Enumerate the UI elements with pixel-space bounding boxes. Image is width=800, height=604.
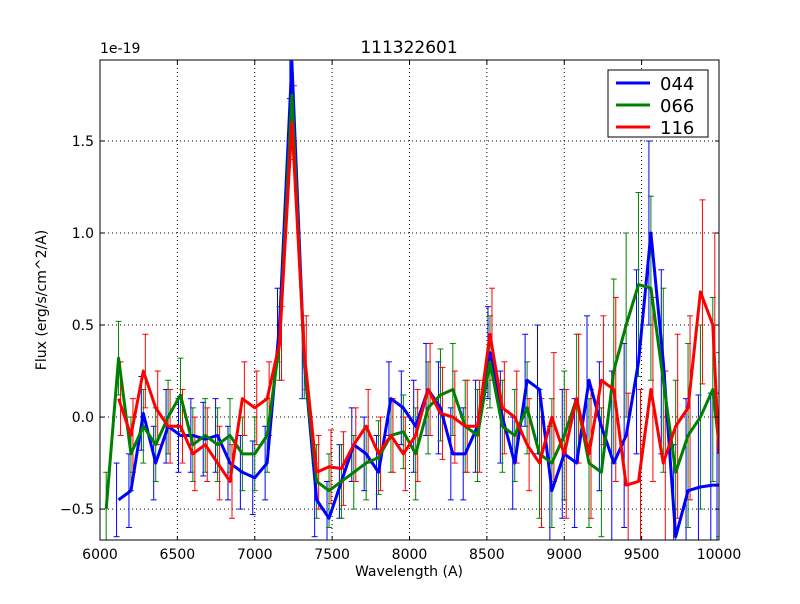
x-tick-label: 7000	[237, 547, 273, 563]
legend-label-066: 066	[660, 96, 694, 117]
x-axis-label: Wavelength (A)	[355, 564, 463, 580]
x-tick-label: 6500	[160, 547, 196, 563]
y-offset-label: 1e-19	[100, 41, 140, 57]
y-tick-label: 1.0	[72, 226, 94, 242]
series-line-116	[117, 121, 719, 487]
x-tick-label: 8000	[392, 547, 428, 563]
x-tick-label: 7500	[314, 547, 350, 563]
legend-label-116: 116	[660, 118, 694, 139]
legend-label-044: 044	[660, 74, 694, 95]
y-axis-label: Flux (erg/s/cm^2/A)	[34, 230, 50, 370]
y-tick-label: 0.0	[72, 410, 94, 426]
series-line-066	[104, 93, 719, 510]
y-tick-label: 1.5	[72, 134, 94, 150]
ticks: 6000 6500 7000 7500 8000 8500 9000 9500 10000 −0.…	[60, 60, 741, 563]
x-tick-label: 9500	[624, 547, 660, 563]
y-tick-label: 0.5	[72, 318, 94, 334]
x-tick-label: 10000	[697, 547, 742, 563]
chart-title: 111322601	[360, 38, 457, 58]
x-tick-label: 8500	[469, 547, 505, 563]
y-tick-label: −0.5	[60, 502, 94, 518]
x-tick-label: 9000	[546, 547, 582, 563]
x-tick-label: 6000	[82, 547, 118, 563]
series-lines	[104, 60, 719, 539]
